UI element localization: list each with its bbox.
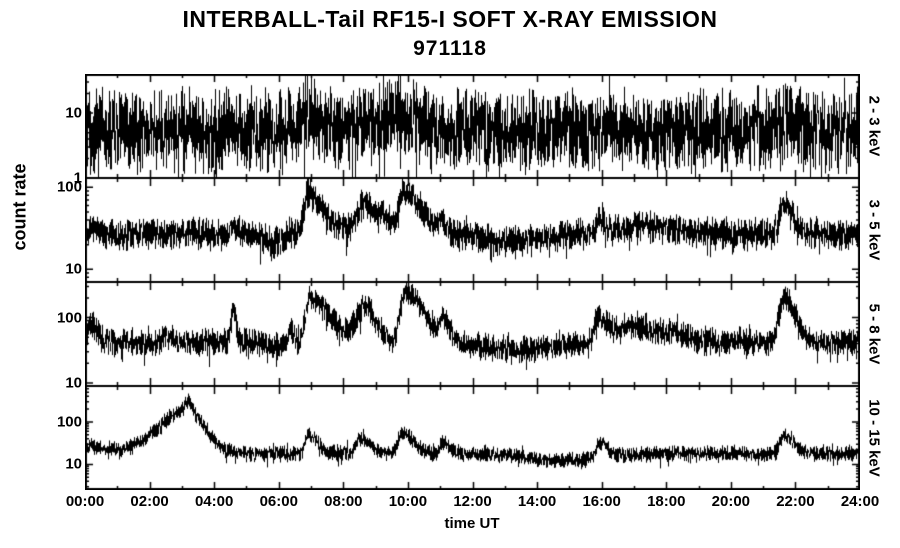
y-axis-label: count rate: [9, 163, 30, 251]
y-tick-label: 10: [65, 260, 82, 278]
y-tick-label: 10: [65, 374, 82, 392]
x-tick-label: 04:00: [194, 493, 234, 510]
panel-energy-label: 2 - 3 keV: [865, 95, 883, 157]
x-tick-label: 06:00: [259, 493, 298, 510]
y-tick-label: 10: [65, 455, 82, 473]
x-tick-label: 22:00: [776, 493, 815, 510]
panel-energy-label: 10 - 15 keV: [865, 399, 883, 477]
x-tick-label: 16:00: [582, 493, 621, 510]
panel-energy-label: 3 - 5 keV: [865, 199, 883, 261]
chart-title: INTERBALL-Tail RF15-I SOFT X-RAY EMISSIO…: [182, 6, 718, 32]
x-tick-label: 20:00: [711, 493, 751, 510]
x-tick-label: 24:00: [840, 493, 880, 510]
y-tick-label: 100: [56, 413, 82, 431]
y-tick-label: 100: [56, 178, 82, 196]
x-tick-label: 02:00: [130, 493, 169, 510]
y-tick-label: 100: [56, 309, 82, 327]
y-tick-label: 10: [65, 104, 82, 122]
x-tick-label: 18:00: [647, 493, 686, 510]
x-tick-label: 12:00: [453, 493, 492, 510]
plot-canvas: [85, 74, 860, 490]
y-tick-label: 1: [73, 169, 82, 187]
x-tick-label: 00:00: [65, 493, 105, 510]
x-tick-label: 14:00: [517, 493, 557, 510]
x-tick-label: 10:00: [388, 493, 428, 510]
chart-subtitle: 971118: [413, 37, 487, 60]
panel-energy-label: 5 - 8 keV: [865, 303, 883, 365]
x-axis-label: time UT: [444, 515, 500, 532]
x-tick-label: 08:00: [324, 493, 363, 510]
